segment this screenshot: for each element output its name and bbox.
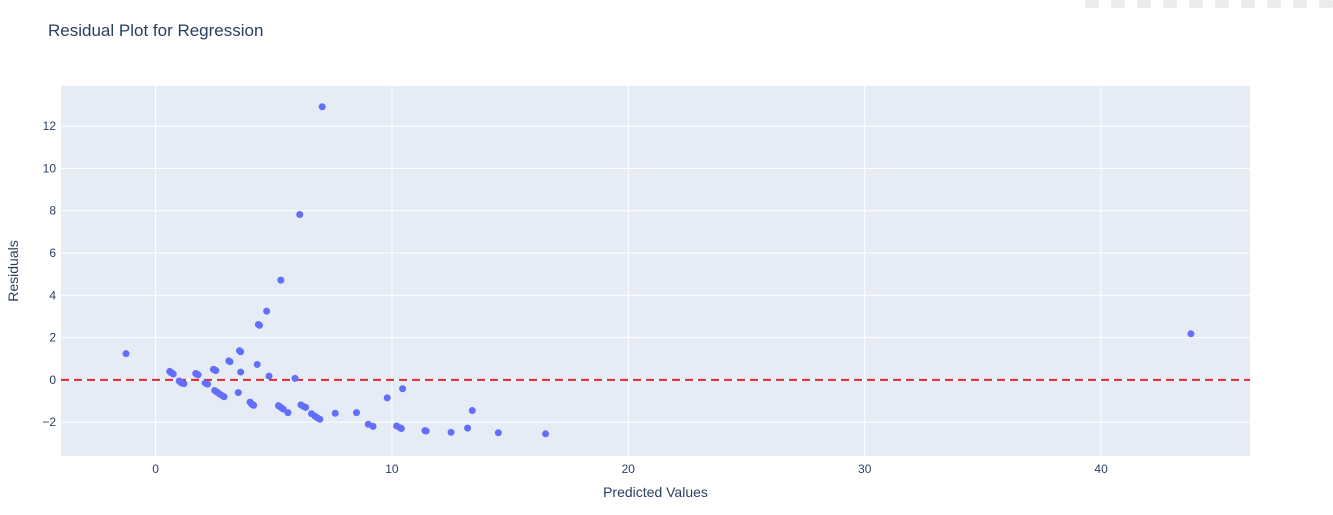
data-point[interactable]	[256, 321, 264, 329]
data-point[interactable]	[122, 350, 130, 358]
tick-labels: 0 10 20 30 40 −2 0 2 4 6 8 10 12	[42, 119, 1108, 476]
x-tick-label: 20	[622, 462, 636, 476]
reset-axes-icon[interactable]	[1293, 0, 1307, 8]
data-point[interactable]	[250, 401, 258, 409]
data-point[interactable]	[277, 276, 285, 284]
data-point[interactable]	[331, 409, 339, 417]
x-tick-label: 0	[152, 462, 159, 476]
data-point[interactable]	[494, 429, 502, 437]
data-point[interactable]	[468, 407, 476, 415]
data-point[interactable]	[464, 424, 472, 432]
data-point[interactable]	[284, 409, 292, 417]
y-axis-label: Residuals	[5, 240, 21, 301]
data-point[interactable]	[318, 103, 326, 111]
x-tick-label: 30	[858, 462, 872, 476]
data-point[interactable]	[542, 430, 550, 438]
zoom-out-icon[interactable]	[1241, 0, 1255, 8]
data-point[interactable]	[253, 360, 261, 368]
data-point[interactable]	[204, 380, 212, 388]
data-points	[122, 103, 1195, 438]
data-point[interactable]	[369, 422, 377, 430]
data-point[interactable]	[265, 372, 273, 380]
data-point[interactable]	[422, 427, 430, 435]
data-point[interactable]	[263, 307, 271, 315]
y-tick-label: 0	[49, 373, 56, 387]
data-point[interactable]	[302, 403, 310, 411]
data-point[interactable]	[226, 358, 234, 366]
x-tick-label: 10	[385, 462, 399, 476]
data-point[interactable]	[399, 385, 407, 393]
y-tick-label: −2	[42, 415, 56, 429]
data-point[interactable]	[237, 348, 245, 356]
zoom-icon[interactable]	[1111, 0, 1125, 8]
modebar	[1085, 0, 1333, 8]
data-point[interactable]	[169, 370, 177, 378]
lasso-select-icon[interactable]	[1189, 0, 1203, 8]
data-point[interactable]	[352, 409, 360, 417]
x-tick-label: 40	[1094, 462, 1108, 476]
data-point[interactable]	[220, 393, 228, 401]
data-point[interactable]	[234, 389, 242, 397]
y-tick-label: 12	[43, 119, 57, 133]
y-tick-label: 2	[49, 331, 56, 345]
box-select-icon[interactable]	[1163, 0, 1177, 8]
y-tick-label: 4	[49, 288, 56, 302]
data-point[interactable]	[1187, 330, 1195, 338]
data-point[interactable]	[316, 415, 324, 423]
data-point[interactable]	[296, 211, 304, 219]
data-point[interactable]	[397, 425, 405, 433]
x-axis-label: Predicted Values	[603, 484, 708, 500]
data-point[interactable]	[447, 428, 455, 436]
data-point[interactable]	[383, 394, 391, 402]
data-point[interactable]	[212, 367, 220, 375]
data-point[interactable]	[180, 380, 188, 388]
y-tick-label: 6	[49, 246, 56, 260]
autoscale-icon[interactable]	[1267, 0, 1281, 8]
data-point[interactable]	[279, 405, 287, 413]
zoom-in-icon[interactable]	[1215, 0, 1229, 8]
pan-icon[interactable]	[1137, 0, 1151, 8]
y-tick-label: 8	[49, 204, 56, 218]
camera-icon[interactable]	[1085, 0, 1099, 8]
data-point[interactable]	[194, 371, 202, 379]
y-tick-label: 10	[43, 161, 57, 175]
data-point[interactable]	[291, 374, 299, 382]
plotly-logo-icon[interactable]	[1319, 0, 1333, 8]
chart-title: Residual Plot for Regression	[48, 21, 263, 40]
data-point[interactable]	[237, 368, 245, 376]
plot-area	[61, 86, 1250, 456]
